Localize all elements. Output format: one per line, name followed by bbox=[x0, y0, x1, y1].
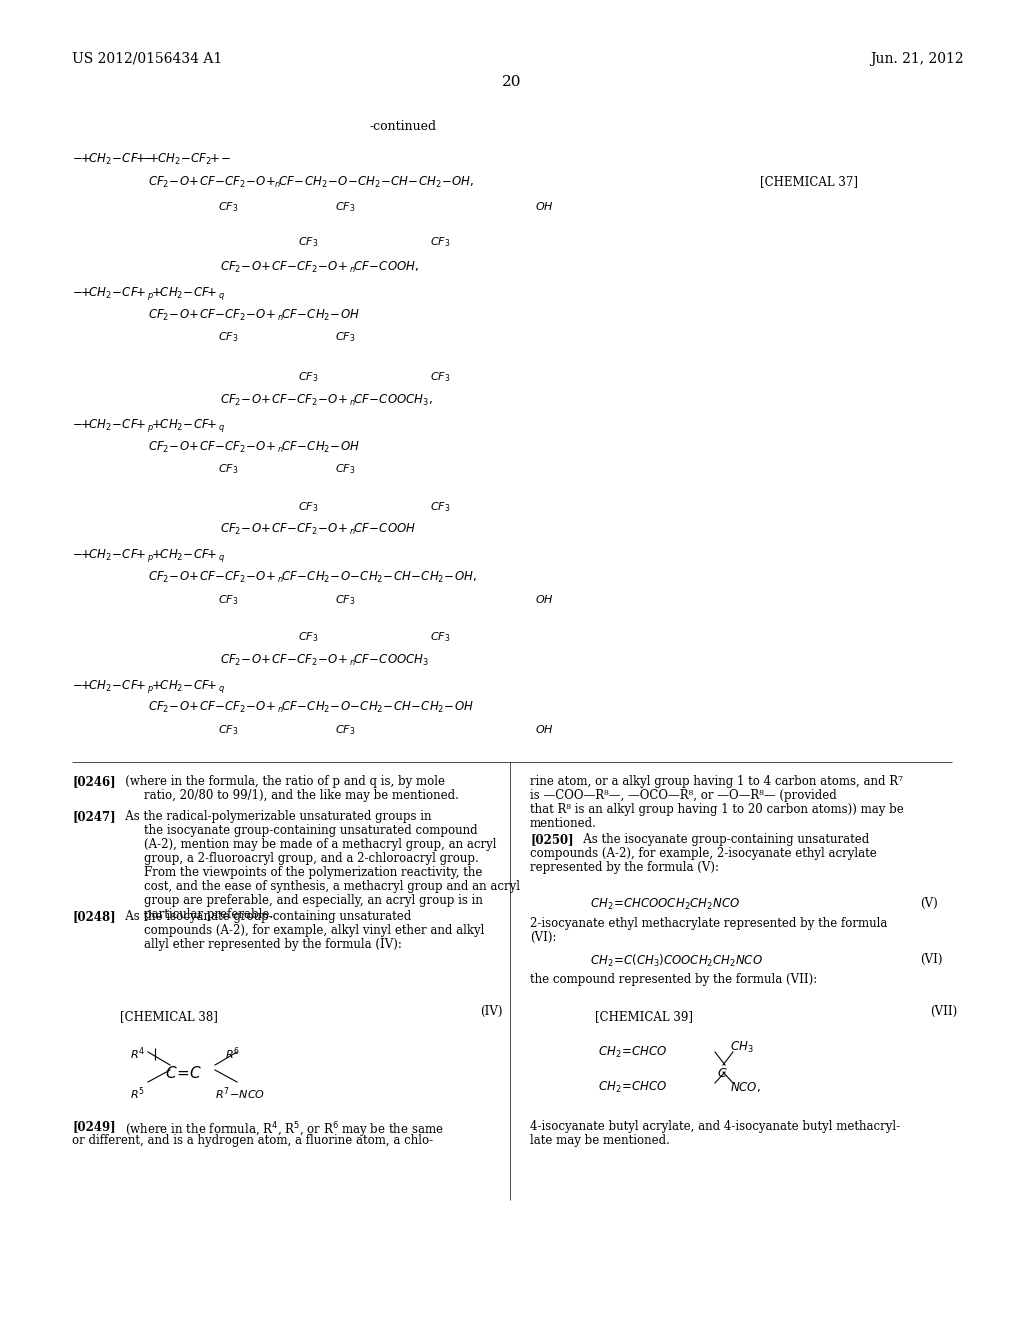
Text: (VI):: (VI): bbox=[530, 931, 556, 944]
Text: $-\!\!+\!\!CH_2\!-\!CF\!\!+_p\!\!+\!\!CH_2\!-\!CF\!\!+_q$: $-\!\!+\!\!CH_2\!-\!CF\!\!+_p\!\!+\!\!CH… bbox=[72, 417, 225, 434]
Text: -continued: -continued bbox=[370, 120, 437, 133]
Text: $CH_2\!=\!CHCO$: $CH_2\!=\!CHCO$ bbox=[598, 1045, 668, 1060]
Text: $CF_3$: $CF_3$ bbox=[430, 500, 451, 513]
Text: $CH_3$: $CH_3$ bbox=[730, 1040, 754, 1055]
Text: $CF_3$: $CF_3$ bbox=[218, 201, 239, 214]
Text: $CF_3$: $CF_3$ bbox=[335, 330, 355, 343]
Text: $OH$: $OH$ bbox=[535, 723, 554, 735]
Text: As the isocyanate group-containing unsaturated: As the isocyanate group-containing unsat… bbox=[114, 909, 412, 923]
Text: From the viewpoints of the polymerization reactivity, the: From the viewpoints of the polymerizatio… bbox=[144, 866, 482, 879]
Text: [0247]: [0247] bbox=[72, 810, 116, 822]
Text: As the isocyanate group-containing unsaturated: As the isocyanate group-containing unsat… bbox=[572, 833, 869, 846]
Text: $CF_2\!-\!O\!+\!CF\!-\!CF_2\!-\!O\!+_n\!CF\!-\!COOCH_3,$: $CF_2\!-\!O\!+\!CF\!-\!CF_2\!-\!O\!+_n\!… bbox=[220, 393, 433, 408]
Text: [0248]: [0248] bbox=[72, 909, 116, 923]
Text: $OH$: $OH$ bbox=[535, 201, 554, 213]
Text: As the radical-polymerizable unsaturated groups in: As the radical-polymerizable unsaturated… bbox=[114, 810, 431, 822]
Text: $-\!\!+\!\!CH_2\!-\!CF\!\!+\!\!\!\!-\!\!\!\!+\!\!CH_2\!-\!CF_2\!\!+\!\!-$: $-\!\!+\!\!CH_2\!-\!CF\!\!+\!\!\!\!-\!\!… bbox=[72, 152, 230, 168]
Text: [0246]: [0246] bbox=[72, 775, 116, 788]
Text: 4-isocyanate butyl acrylate, and 4-isocyanate butyl methacryl-: 4-isocyanate butyl acrylate, and 4-isocy… bbox=[530, 1119, 900, 1133]
Text: $-\!\!+\!\!CH_2\!-\!CF\!\!+_p\!\!+\!\!CH_2\!-\!CF\!\!+_q$: $-\!\!+\!\!CH_2\!-\!CF\!\!+_p\!\!+\!\!CH… bbox=[72, 546, 225, 564]
Text: $-\!\!+\!\!CH_2\!-\!CF\!\!+_p\!\!+\!\!CH_2\!-\!CF\!\!+_q$: $-\!\!+\!\!CH_2\!-\!CF\!\!+_p\!\!+\!\!CH… bbox=[72, 285, 225, 302]
Text: (V): (V) bbox=[920, 898, 938, 909]
Text: [CHEMICAL 37]: [CHEMICAL 37] bbox=[760, 176, 858, 187]
Text: $CF_3$: $CF_3$ bbox=[335, 593, 355, 607]
Text: $CF_2\!-\!O\!+\!CF\!-\!CF_2\!-\!O\!+_n\!CF\!-\!CH_2\!-\!OH$: $CF_2\!-\!O\!+\!CF\!-\!CF_2\!-\!O\!+_n\!… bbox=[148, 440, 359, 455]
Text: or different, and is a hydrogen atom, a fluorine atom, a chlo-: or different, and is a hydrogen atom, a … bbox=[72, 1134, 433, 1147]
Text: Jun. 21, 2012: Jun. 21, 2012 bbox=[870, 51, 964, 66]
Text: $CF_2\!-\!O\!+\!CF\!-\!CF_2\!-\!O\!+_n\!CF\!-\!CH_2\!-\!OH$: $CF_2\!-\!O\!+\!CF\!-\!CF_2\!-\!O\!+_n\!… bbox=[148, 308, 359, 323]
Text: $CF_2\!-\!O\!+\!CF\!-\!CF_2\!-\!O\!+_n\!CF\!-\!CH_2\!-\!O\!-\!CH_2\!-\!CH\!-\!CH: $CF_2\!-\!O\!+\!CF\!-\!CF_2\!-\!O\!+_n\!… bbox=[148, 570, 477, 585]
Text: $-\!\!+\!\!CH_2\!-\!CF\!\!+_p\!\!+\!\!CH_2\!-\!CF\!\!+_q$: $-\!\!+\!\!CH_2\!-\!CF\!\!+_p\!\!+\!\!CH… bbox=[72, 678, 225, 696]
Text: (IV): (IV) bbox=[480, 1005, 503, 1018]
Text: $CF_3$: $CF_3$ bbox=[218, 330, 239, 343]
Text: group, a 2-fluoroacryl group, and a 2-chloroacryl group.: group, a 2-fluoroacryl group, and a 2-ch… bbox=[144, 851, 479, 865]
Text: $CF_2\!-\!O\!+\!CF\!-\!CF_2\!-\!O\!+_n\!CF\!-\!CH_2\!-\!O\!-\!CH_2\!-\!CH\!-\!CH: $CF_2\!-\!O\!+\!CF\!-\!CF_2\!-\!O\!+_n\!… bbox=[148, 700, 474, 715]
Text: (VI): (VI) bbox=[920, 953, 942, 966]
Text: cost, and the ease of synthesis, a methacryl group and an acryl: cost, and the ease of synthesis, a metha… bbox=[144, 880, 520, 894]
Text: [0249]: [0249] bbox=[72, 1119, 116, 1133]
Text: $CF_3$: $CF_3$ bbox=[298, 500, 318, 513]
Text: $CF_3$: $CF_3$ bbox=[298, 370, 318, 384]
Text: (where in the formula, the ratio of p and q is, by mole: (where in the formula, the ratio of p an… bbox=[114, 775, 445, 788]
Text: mentioned.: mentioned. bbox=[530, 817, 597, 830]
Text: [CHEMICAL 38]: [CHEMICAL 38] bbox=[120, 1010, 218, 1023]
Text: US 2012/0156434 A1: US 2012/0156434 A1 bbox=[72, 51, 222, 66]
Text: $CF_3$: $CF_3$ bbox=[218, 723, 239, 737]
Text: 20: 20 bbox=[502, 75, 522, 88]
Text: $CF_2\!-\!O\!+\!CF\!-\!CF_2\!-\!O\!+_n\!CF\!-\!COOCH_3$: $CF_2\!-\!O\!+\!CF\!-\!CF_2\!-\!O\!+_n\!… bbox=[220, 653, 429, 668]
Text: $CF_3$: $CF_3$ bbox=[298, 235, 318, 248]
Text: (A-2), mention may be made of a methacryl group, an acryl: (A-2), mention may be made of a methacry… bbox=[144, 838, 497, 851]
Text: compounds (A-2), for example, 2-isocyanate ethyl acrylate: compounds (A-2), for example, 2-isocyana… bbox=[530, 847, 877, 861]
Text: $C$: $C$ bbox=[717, 1067, 728, 1080]
Text: $CF_3$: $CF_3$ bbox=[335, 723, 355, 737]
Text: 2-isocyanate ethyl methacrylate represented by the formula: 2-isocyanate ethyl methacrylate represen… bbox=[530, 917, 888, 931]
Text: $CH_2\!=\!C(CH_3)COOCH_2CH_2NCO$: $CH_2\!=\!C(CH_3)COOCH_2CH_2NCO$ bbox=[590, 953, 763, 969]
Text: $CF_2\!-\!O\!+\!CF\!-\!CF_2\!-\!O\!+_n\!CF\!-\!COOH,$: $CF_2\!-\!O\!+\!CF\!-\!CF_2\!-\!O\!+_n\!… bbox=[220, 260, 419, 275]
Text: compounds (A-2), for example, alkyl vinyl ether and alkyl: compounds (A-2), for example, alkyl viny… bbox=[144, 924, 484, 937]
Text: $R^6$: $R^6$ bbox=[225, 1045, 240, 1061]
Text: rine atom, or a alkyl group having 1 to 4 carbon atoms, and R⁷: rine atom, or a alkyl group having 1 to … bbox=[530, 775, 903, 788]
Text: (where in the formula, R$^4$, R$^5$, or R$^6$ may be the same: (where in the formula, R$^4$, R$^5$, or … bbox=[114, 1119, 443, 1139]
Text: allyl ether represented by the formula (IV):: allyl ether represented by the formula (… bbox=[144, 939, 401, 950]
Text: the compound represented by the formula (VII):: the compound represented by the formula … bbox=[530, 973, 817, 986]
Text: $CF_3$: $CF_3$ bbox=[218, 593, 239, 607]
Text: $CF_3$: $CF_3$ bbox=[298, 630, 318, 644]
Text: $R^5$: $R^5$ bbox=[130, 1085, 144, 1102]
Text: that R⁸ is an alkyl group having 1 to 20 carbon atoms)) may be: that R⁸ is an alkyl group having 1 to 20… bbox=[530, 803, 904, 816]
Text: $CF_3$: $CF_3$ bbox=[218, 462, 239, 475]
Text: $CF_2\!-\!O\!+\!CF\!-\!CF_2\!-\!O\!+_n\!CF\!-\!COOH$: $CF_2\!-\!O\!+\!CF\!-\!CF_2\!-\!O\!+_n\!… bbox=[220, 521, 416, 537]
Text: $R^4$: $R^4$ bbox=[130, 1045, 145, 1061]
Text: the isocyanate group-containing unsaturated compound: the isocyanate group-containing unsatura… bbox=[144, 824, 477, 837]
Text: $CH_2\!=\!CHCOOCH_2CH_2NCO$: $CH_2\!=\!CHCOOCH_2CH_2NCO$ bbox=[590, 898, 740, 912]
Text: represented by the formula (V):: represented by the formula (V): bbox=[530, 861, 719, 874]
Text: group are preferable, and especially, an acryl group is in: group are preferable, and especially, an… bbox=[144, 894, 483, 907]
Text: $CH_2\!=\!CHCO$: $CH_2\!=\!CHCO$ bbox=[598, 1080, 668, 1096]
Text: $OH$: $OH$ bbox=[535, 593, 554, 605]
Text: [0250]: [0250] bbox=[530, 833, 573, 846]
Text: $CF_3$: $CF_3$ bbox=[335, 201, 355, 214]
Text: is —COO—R⁸—, —OCO—R⁸, or —O—R⁸— (provided: is —COO—R⁸—, —OCO—R⁸, or —O—R⁸— (provide… bbox=[530, 789, 837, 803]
Text: $CF_2\!-\!O\!+\!CF\!-\!CF_2\!-\!O\!+_{\!\!n}\!CF\!-\!CH_2\!-\!O\!-\!CH_2\!-\!CH\: $CF_2\!-\!O\!+\!CF\!-\!CF_2\!-\!O\!+_{\!… bbox=[148, 176, 474, 190]
Text: ratio, 20/80 to 99/1), and the like may be mentioned.: ratio, 20/80 to 99/1), and the like may … bbox=[144, 789, 459, 803]
Text: [CHEMICAL 39]: [CHEMICAL 39] bbox=[595, 1010, 693, 1023]
Text: $CF_3$: $CF_3$ bbox=[430, 630, 451, 644]
Text: $CF_3$: $CF_3$ bbox=[335, 462, 355, 475]
Text: (VII): (VII) bbox=[930, 1005, 957, 1018]
Text: $CF_3$: $CF_3$ bbox=[430, 370, 451, 384]
Text: $R^7\!-\!NCO$: $R^7\!-\!NCO$ bbox=[215, 1085, 265, 1102]
Text: $CF_3$: $CF_3$ bbox=[430, 235, 451, 248]
Text: particular preferable.: particular preferable. bbox=[144, 908, 273, 921]
Text: late may be mentioned.: late may be mentioned. bbox=[530, 1134, 670, 1147]
Text: $NCO,$: $NCO,$ bbox=[730, 1080, 761, 1094]
Text: $C\!=\!C$: $C\!=\!C$ bbox=[165, 1065, 202, 1081]
